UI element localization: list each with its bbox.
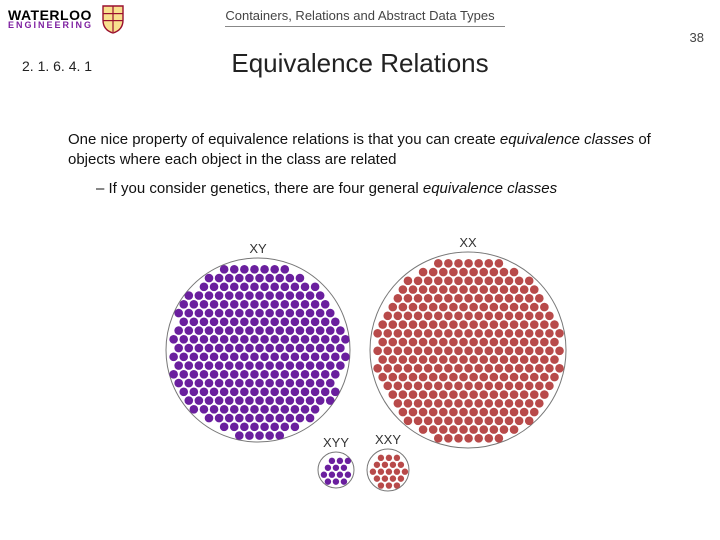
body-text: One nice property of equivalence relatio… — [68, 130, 660, 199]
bullet-item: If you consider genetics, there are four… — [96, 179, 660, 199]
slide-title: Equivalence Relations — [0, 48, 720, 79]
bullet-part1: If you consider genetics, there are four… — [109, 180, 423, 197]
svg-text:XX: XX — [459, 235, 477, 250]
paragraph-part1: One nice property of equivalence relatio… — [68, 131, 500, 148]
breadcrumb-underline — [225, 26, 505, 27]
page-number: 38 — [690, 30, 704, 45]
equivalence-classes-figure: XY XX XYY XXY — [0, 234, 720, 494]
svg-text:XYY: XYY — [323, 435, 349, 450]
figure-svg: XY XX XYY XXY — [140, 234, 580, 494]
svg-text:XY: XY — [249, 241, 267, 256]
bullet-emph: equivalence classes — [423, 180, 557, 197]
svg-text:XXY: XXY — [375, 432, 401, 447]
breadcrumb: Containers, Relations and Abstract Data … — [0, 8, 720, 23]
slide-header: WATERLOO ENGINEERING Containers, Relatio… — [0, 0, 720, 46]
paragraph-emph: equivalence classes — [500, 131, 634, 148]
